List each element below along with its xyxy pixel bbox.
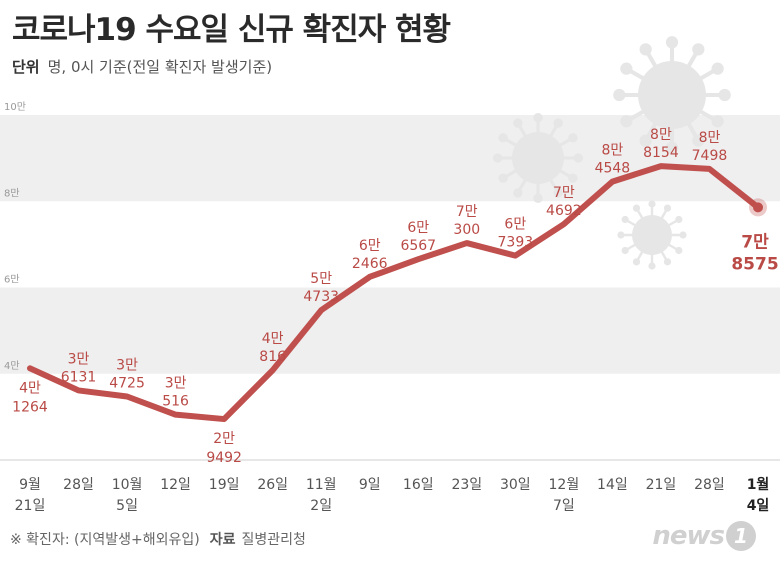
data-label-bottom: 4692 (546, 203, 582, 219)
x-tick-label: 7일 (553, 498, 575, 514)
data-label-bottom: 516 (162, 394, 189, 410)
data-label-top: 6만 (359, 238, 381, 254)
unit-row: 단위 명, 0시 기준(전일 확진자 발생기준) (12, 56, 272, 77)
data-label-bottom: 7498 (692, 148, 728, 164)
y-tick-label: 10만 (4, 101, 26, 113)
logo-badge: 1 (726, 521, 756, 551)
data-label-bottom: 9492 (206, 450, 242, 466)
x-tick-label: 16일 (403, 477, 434, 493)
grid-band (0, 287, 780, 374)
data-label-top: 8만 (650, 127, 672, 143)
data-label-bottom: 6567 (400, 238, 436, 254)
data-label-bottom: 2466 (352, 256, 388, 272)
x-tick-label: 19일 (209, 477, 240, 493)
data-label-top: 8만 (602, 143, 624, 159)
x-tick-label: 2일 (310, 498, 332, 514)
data-label-bottom: 4733 (303, 289, 339, 305)
data-label-top: 3만 (165, 376, 187, 392)
unit-text: 명, 0시 기준(전일 확진자 발생기준) (47, 58, 273, 76)
data-label-top: 2만 (213, 431, 235, 447)
x-tick-label: 12일 (160, 477, 191, 493)
highlight-point (753, 202, 763, 213)
series-line (27, 163, 761, 423)
data-label-top: 4만 (19, 380, 41, 396)
data-label-top: 6만 (504, 217, 526, 233)
data-label-top: 3만 (68, 351, 90, 367)
x-tick-label: 4일 (747, 498, 770, 514)
x-tick-label: 9일 (359, 477, 381, 493)
data-label-bottom: 4548 (595, 161, 631, 177)
data-label-top: 7만 (553, 185, 575, 201)
footnote: ※ 확진자: (지역발생+해외유입) (10, 532, 200, 548)
x-tick-label: 9월 (19, 477, 41, 493)
news1-logo: news 1 (652, 521, 756, 551)
data-label-bottom: 7393 (498, 235, 534, 251)
data-label-top: 7만 (456, 204, 478, 220)
source-label: 자료 (209, 532, 236, 548)
data-label-bottom: 6131 (61, 369, 97, 385)
data-label-bottom: 4725 (109, 375, 145, 391)
x-tick-label: 21일 (15, 498, 46, 514)
x-tick-label: 30일 (500, 477, 531, 493)
data-label-bottom: 300 (453, 222, 480, 238)
x-tick-label: 10월 (112, 477, 143, 493)
footer: ※ 확진자: (지역발생+해외유입) 자료 질병관리청 (10, 529, 306, 549)
virus-decoration-icon (493, 113, 583, 203)
data-label-top: 3만 (116, 357, 138, 373)
y-tick-label: 4만 (4, 360, 20, 372)
virus-decoration-icon (613, 36, 731, 154)
data-label-bottom: 816 (259, 349, 286, 365)
x-tick-label: 28일 (63, 477, 94, 493)
data-label-top: 7만 (741, 232, 769, 252)
unit-label: 단위 (12, 58, 40, 76)
data-label-bottom: 8154 (643, 145, 679, 161)
virus-decoration-icon (617, 200, 687, 270)
x-tick-label: 28일 (694, 477, 725, 493)
logo-text: news (652, 521, 725, 551)
x-tick-label: 11월 (306, 477, 337, 493)
x-tick-label: 23일 (451, 477, 482, 493)
y-tick-label: 8만 (4, 187, 20, 199)
x-tick-label: 1월 (747, 476, 770, 493)
y-tick-label: 6만 (4, 274, 20, 286)
x-tick-label: 26일 (257, 477, 288, 493)
data-label-top: 6만 (407, 220, 429, 236)
x-tick-label: 21일 (646, 477, 677, 493)
x-tick-label: 12월 (549, 477, 580, 493)
data-label-bottom: 8575 (731, 254, 778, 274)
data-label-bottom: 1264 (12, 399, 48, 415)
data-label-top: 5만 (310, 271, 332, 287)
data-label-top: 4만 (262, 331, 284, 347)
source-text: 질병관리청 (241, 532, 306, 548)
data-label-top: 8만 (699, 130, 721, 146)
x-tick-label: 14일 (597, 477, 628, 493)
page-title: 코로나19 수요일 신규 확진자 현황 (12, 12, 451, 48)
x-tick-label: 5일 (116, 498, 138, 514)
